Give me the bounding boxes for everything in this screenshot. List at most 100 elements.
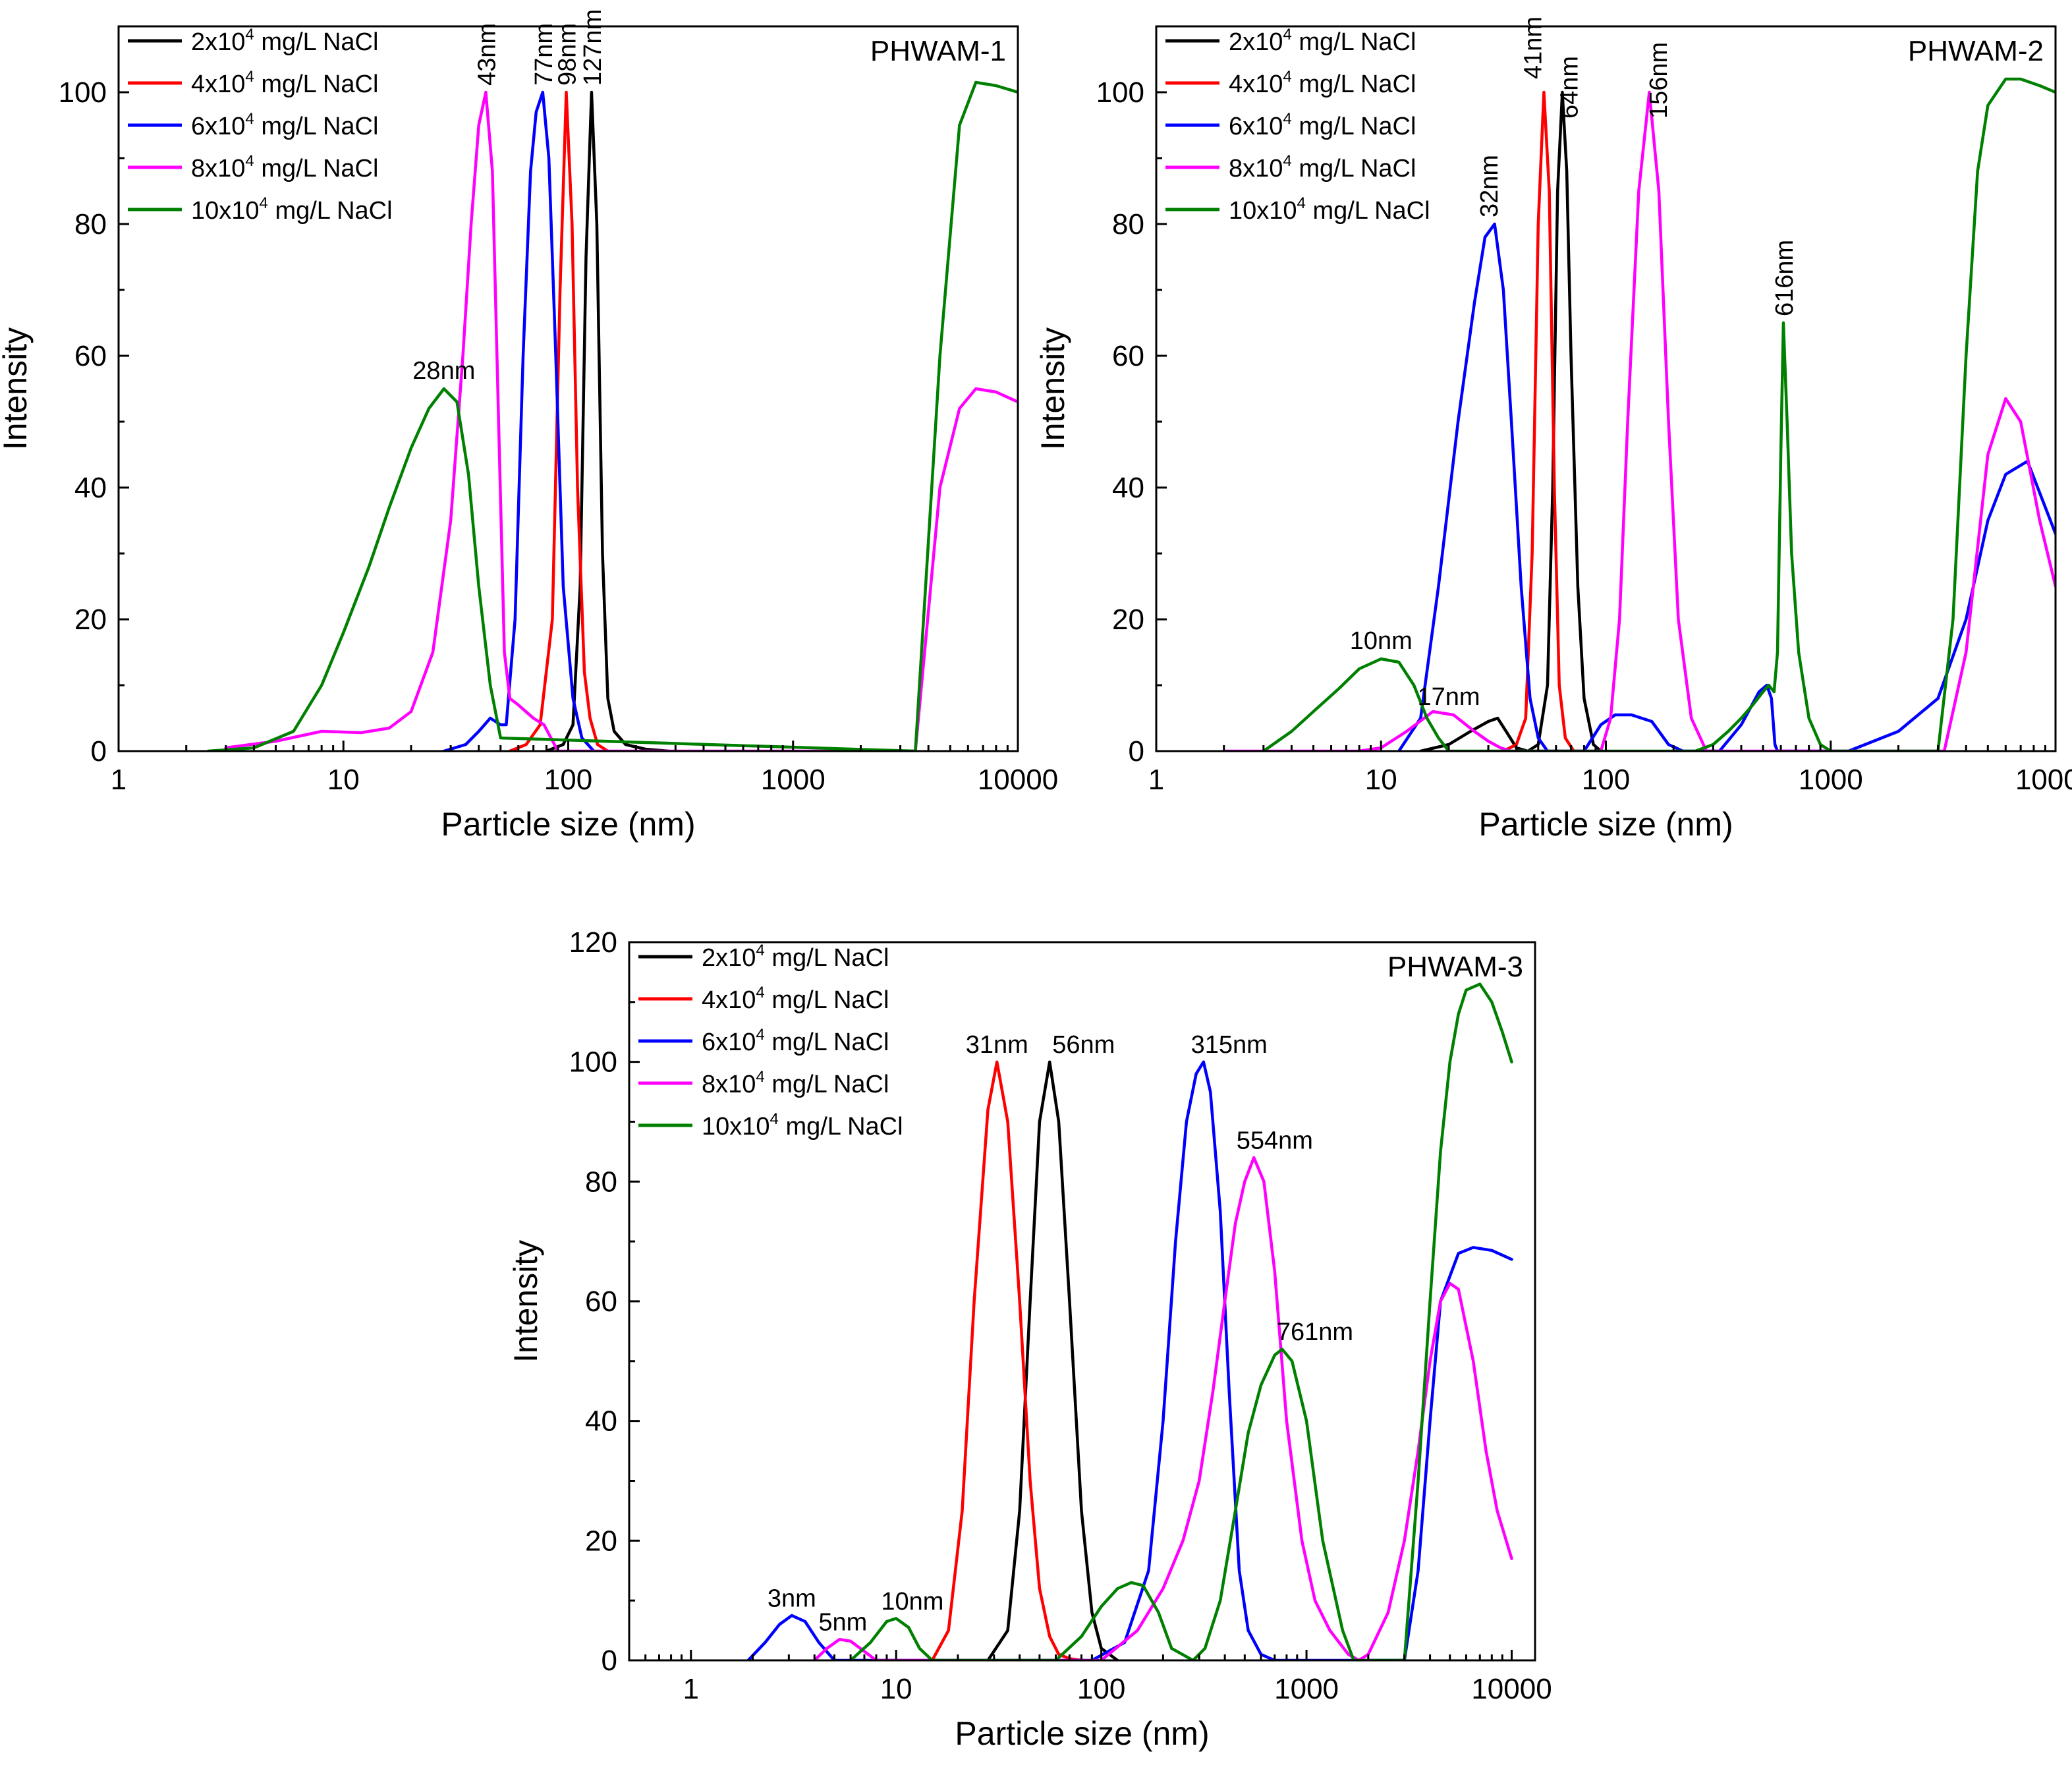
series-line-10x10e4 (206, 80, 1018, 751)
chart-phwam-2: 0 20 40 60 80 100 1 10 100 1000 10000 Particle size… (1034, 16, 2072, 843)
legend-label: 8x104 mg/L NaCl (1229, 152, 1416, 183)
x-tick-label: 1 (1148, 764, 1164, 796)
x-tick-label: 10 (880, 1673, 912, 1705)
y-tick-label: 0 (91, 735, 107, 768)
legend-label-suffix: mg/L NaCl (1292, 70, 1416, 98)
legend-label-suffix: mg/L NaCl (1292, 28, 1416, 56)
legend-label-exponent: 4 (1283, 152, 1291, 170)
y-tick-label: 40 (74, 472, 107, 504)
x-tick-label: 1000 (761, 764, 826, 796)
peak-label: 554nm (1237, 1127, 1313, 1154)
series-line-6x10e4 (1397, 222, 2056, 751)
y-tick-label: 100 (59, 76, 107, 109)
y-tick-label: 60 (74, 340, 107, 372)
legend-label-suffix: mg/L NaCl (765, 944, 889, 972)
legend-label-suffix: mg/L NaCl (765, 1028, 889, 1056)
peak-label: 28nm (412, 357, 475, 385)
peak-label: 10nm (1350, 627, 1413, 655)
legend-label-exponent: 4 (260, 194, 268, 212)
legend-label-suffix: mg/L NaCl (779, 1113, 903, 1141)
y-tick-label: 20 (74, 604, 107, 636)
x-tick-label: 1000 (1274, 1673, 1339, 1705)
peak-label: 616nm (1771, 240, 1799, 316)
legend-label: 2x104 mg/L NaCl (702, 942, 889, 972)
x-tick-label: 1000 (1799, 764, 1863, 796)
y-axis-title: Intensity (507, 1240, 544, 1363)
series-line-10x10e4 (849, 982, 1513, 1660)
series-line-2x10e4 (1419, 90, 1603, 751)
legend-label-prefix: 2x10 (702, 944, 756, 972)
peak-label: 3nm (768, 1585, 816, 1612)
peak-label: 32nm (1476, 155, 1503, 217)
series-line-6x10e4 (746, 1060, 1513, 1660)
legend-label-suffix: mg/L NaCl (1306, 197, 1430, 225)
series-line-6x10e4 (442, 90, 596, 751)
peak-label: 43nm (473, 23, 501, 86)
plot-area (206, 80, 1018, 751)
legend-label-prefix: 6x10 (702, 1028, 756, 1056)
legend-label-exponent: 4 (756, 1068, 764, 1086)
series-line-8x10e4 (813, 1156, 1513, 1660)
legend-label-exponent: 4 (1283, 110, 1291, 128)
legend-label: 4x104 mg/L NaCl (191, 68, 378, 98)
x-axis-title: Particle size (nm) (1478, 806, 1733, 843)
y-tick-label: 80 (74, 208, 107, 240)
legend-label-exponent: 4 (756, 984, 764, 1001)
peak-label: 5nm (818, 1609, 867, 1637)
legend-label: 6x104 mg/L NaCl (702, 1026, 889, 1056)
legend-label-prefix: 6x10 (1229, 113, 1283, 140)
legend-label-exponent: 4 (756, 942, 764, 959)
legend-label-exponent: 4 (245, 68, 254, 86)
legend-label-exponent: 4 (245, 152, 254, 170)
y-tick-label: 60 (585, 1285, 617, 1318)
y-tick-label: 60 (1112, 340, 1144, 372)
plot-frame (1155, 25, 2057, 752)
legend-label-exponent: 4 (756, 1026, 764, 1044)
legend-label: 6x104 mg/L NaCl (1229, 110, 1416, 140)
legend-label: 2x104 mg/L NaCl (191, 26, 378, 56)
x-tick-label: 10000 (978, 764, 1058, 796)
plot-area (1222, 77, 2056, 751)
legend-label-exponent: 4 (1283, 26, 1291, 43)
series-line-8x10e4 (1222, 90, 2056, 751)
legend-label-prefix: 6x10 (191, 113, 245, 140)
peak-label: 315nm (1191, 1031, 1268, 1059)
series-line-4x10e4 (508, 90, 609, 751)
y-tick-label: 80 (585, 1166, 617, 1198)
legend-label: 6x104 mg/L NaCl (191, 110, 378, 140)
legend-label-prefix: 10x10 (191, 197, 260, 225)
x-tick-label: 10 (327, 764, 360, 796)
y-tick-label: 100 (1096, 76, 1144, 109)
peak-label: 127nm (579, 9, 607, 86)
legend-label-prefix: 4x10 (702, 986, 756, 1014)
x-tick-label: 10000 (2015, 764, 2072, 796)
y-axis-title: Intensity (0, 327, 34, 450)
series-line-8x10e4 (224, 90, 1018, 751)
legend-label-suffix: mg/L NaCl (765, 986, 889, 1014)
x-tick-label: 1 (683, 1673, 699, 1705)
peak-label: 761nm (1277, 1318, 1353, 1346)
panel-title: PHWAM-3 (1387, 951, 1523, 983)
legend-label-exponent: 4 (245, 110, 254, 128)
x-tick-label: 1 (111, 764, 126, 796)
x-tick-label: 100 (544, 764, 592, 796)
peak-label: 156nm (1645, 42, 1673, 119)
legend: 2x104 mg/L NaCl 4x104 mg/L NaCl 6x104 mg/L… (128, 26, 393, 225)
y-tick-label: 80 (1112, 208, 1144, 240)
series-line-4x10e4 (1501, 90, 1576, 751)
legend-label-prefix: 10x10 (1229, 197, 1297, 225)
y-tick-label: 0 (1129, 735, 1144, 768)
series-line-2x10e4 (545, 90, 671, 751)
legend-label-prefix: 8x10 (191, 155, 245, 183)
legend-label-exponent: 4 (770, 1110, 779, 1128)
peak-label: 98nm (554, 23, 582, 86)
legend-label-prefix: 10x10 (702, 1113, 770, 1141)
peak-label: 17nm (1417, 683, 1480, 711)
legend-label: 10x104 mg/L NaCl (1229, 194, 1430, 225)
legend-label-prefix: 2x10 (191, 28, 245, 56)
plot-area (746, 982, 1513, 1660)
